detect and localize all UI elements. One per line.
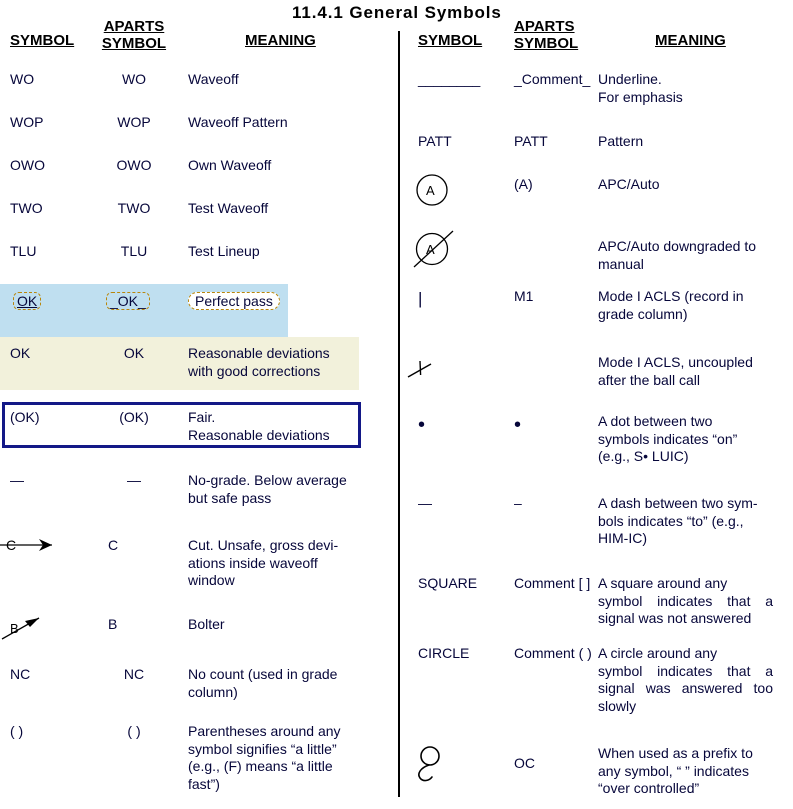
svg-text:C: C xyxy=(6,537,16,553)
svg-text:A: A xyxy=(426,183,435,198)
svg-text:B: B xyxy=(10,621,19,636)
